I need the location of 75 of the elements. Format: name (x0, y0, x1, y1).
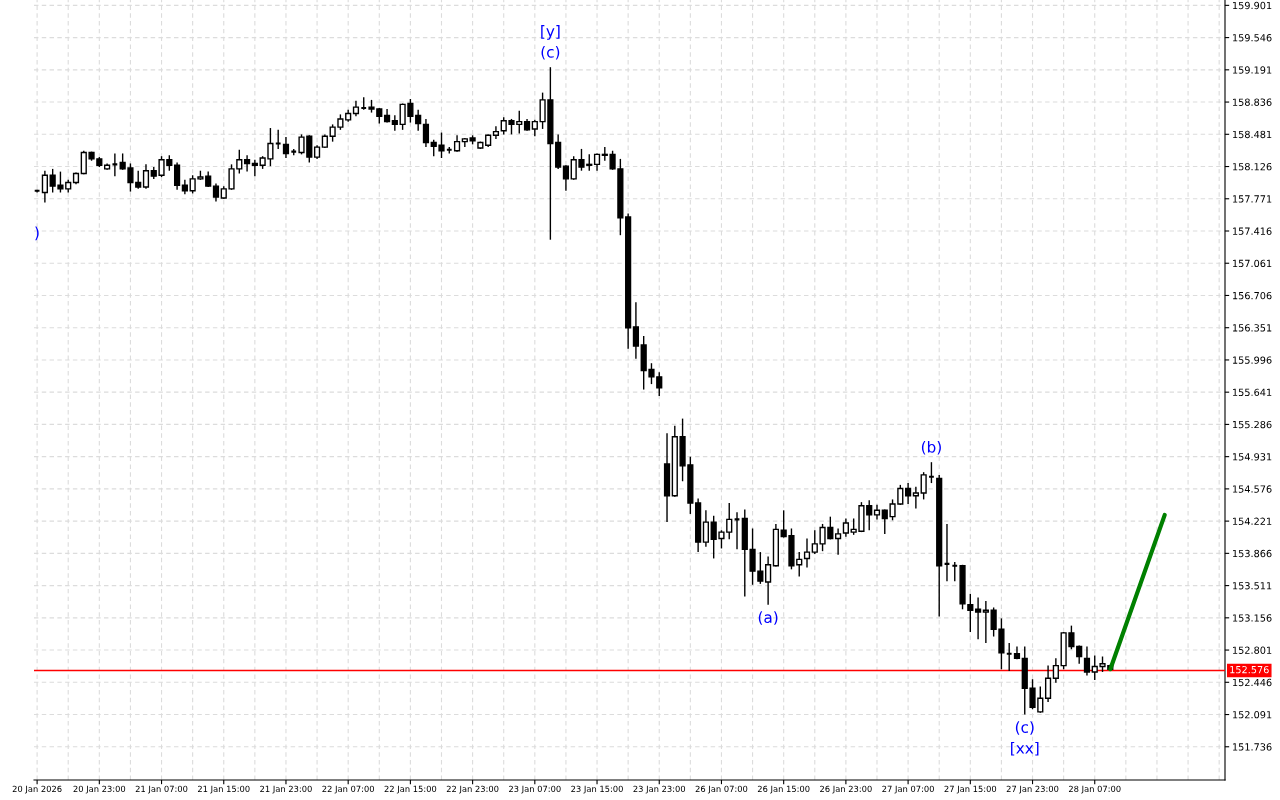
annotation: (b) (921, 440, 941, 455)
annotation: (a) (758, 611, 778, 625)
candlestick (842, 517, 849, 538)
y-tick-label: 158.836 (1233, 98, 1272, 106)
candlestick (415, 109, 422, 132)
candlestick (391, 114, 398, 132)
candlestick (765, 555, 772, 606)
y-tick-label: 157.061 (1233, 259, 1272, 268)
annotation: [xx] (1011, 741, 1039, 756)
x-tick-label: 26 Jan 23:00 (820, 785, 872, 794)
candlestick (1083, 645, 1091, 677)
ref-line-label: 152.576 (1230, 665, 1269, 674)
candlestick (243, 154, 251, 173)
y-tick-label: 151.736 (1233, 743, 1272, 751)
y-tick-label: 157.771 (1233, 195, 1272, 203)
candlestick (702, 509, 710, 548)
y-tick-label: 158.126 (1233, 163, 1272, 171)
y-tick-label: 159.901 (1233, 1, 1272, 10)
x-tick-label: 26 Jan 15:00 (757, 785, 810, 794)
candlestick (1052, 657, 1059, 684)
y-tick-label: 159.191 (1233, 66, 1272, 74)
y-tick-label: 155.996 (1233, 356, 1272, 364)
y-tick-label: 154.221 (1233, 517, 1272, 525)
x-tick-label: 20 Jan 23:00 (73, 785, 126, 794)
y-tick-label: 157.416 (1233, 227, 1272, 235)
y-tick-label: 155.286 (1233, 420, 1272, 429)
y-tick-label: 153.156 (1233, 614, 1272, 622)
candlestick (142, 163, 150, 190)
annotation: (c) (1015, 721, 1034, 735)
x-tick-label: 26 Jan 07:00 (695, 785, 748, 794)
x-tick-label: 21 Jan 23:00 (260, 785, 312, 794)
candlestick (803, 537, 811, 569)
x-tick-label: 22 Jan 15:00 (384, 785, 437, 794)
candlestick (41, 170, 48, 204)
candlestick (173, 161, 181, 191)
x-tick-label: 20 Jan 2026 (12, 785, 62, 794)
x-tick-label: 27 Jan 15:00 (944, 785, 997, 794)
x-tick-label: 23 Jan 23:00 (633, 785, 686, 794)
annotation: ) (35, 226, 39, 241)
y-tick-label: 158.481 (1233, 130, 1272, 139)
candlestick (212, 182, 220, 203)
y-tick-label: 154.931 (1233, 453, 1272, 461)
x-tick-label: 23 Jan 07:00 (509, 785, 561, 794)
y-tick-label: 155.641 (1233, 388, 1272, 397)
candlestick (251, 159, 258, 177)
y-tick-label: 152.091 (1233, 711, 1272, 719)
candlestick (282, 136, 290, 159)
annotation: [y] (541, 25, 560, 40)
candlestick (835, 527, 842, 556)
x-tick-label: 22 Jan 07:00 (322, 785, 375, 794)
x-tick-label: 23 Jan 15:00 (571, 785, 623, 794)
x-tick-label: 27 Jan 23:00 (1006, 785, 1059, 794)
candlestick (982, 600, 989, 644)
y-tick-label: 156.706 (1233, 291, 1272, 300)
candlestick (904, 482, 912, 505)
y-tick-label: 152.446 (1233, 678, 1272, 687)
y-tick-label: 153.866 (1233, 549, 1272, 558)
y-tick-label: 152.801 (1233, 646, 1272, 654)
annotation: (c) (541, 45, 560, 60)
y-tick-label: 153.511 (1233, 582, 1272, 590)
candlestick (920, 471, 927, 501)
candlestick (562, 164, 570, 192)
candlestick (632, 301, 640, 360)
y-tick-label: 159.546 (1233, 34, 1272, 42)
candlestick (974, 596, 982, 640)
y-tick-label: 156.351 (1233, 324, 1272, 332)
candlestick (1044, 664, 1052, 703)
x-tick-label: 21 Jan 07:00 (135, 785, 188, 794)
x-tick-label: 28 Jan 07:00 (1068, 785, 1121, 794)
x-tick-label: 22 Jan 23:00 (446, 785, 499, 794)
x-tick-label: 21 Jan 15:00 (197, 785, 250, 794)
x-tick-label: 27 Jan 07:00 (882, 785, 934, 794)
candlestick (912, 486, 919, 510)
y-tick-label: 154.576 (1233, 485, 1272, 493)
candlestick (422, 118, 430, 148)
